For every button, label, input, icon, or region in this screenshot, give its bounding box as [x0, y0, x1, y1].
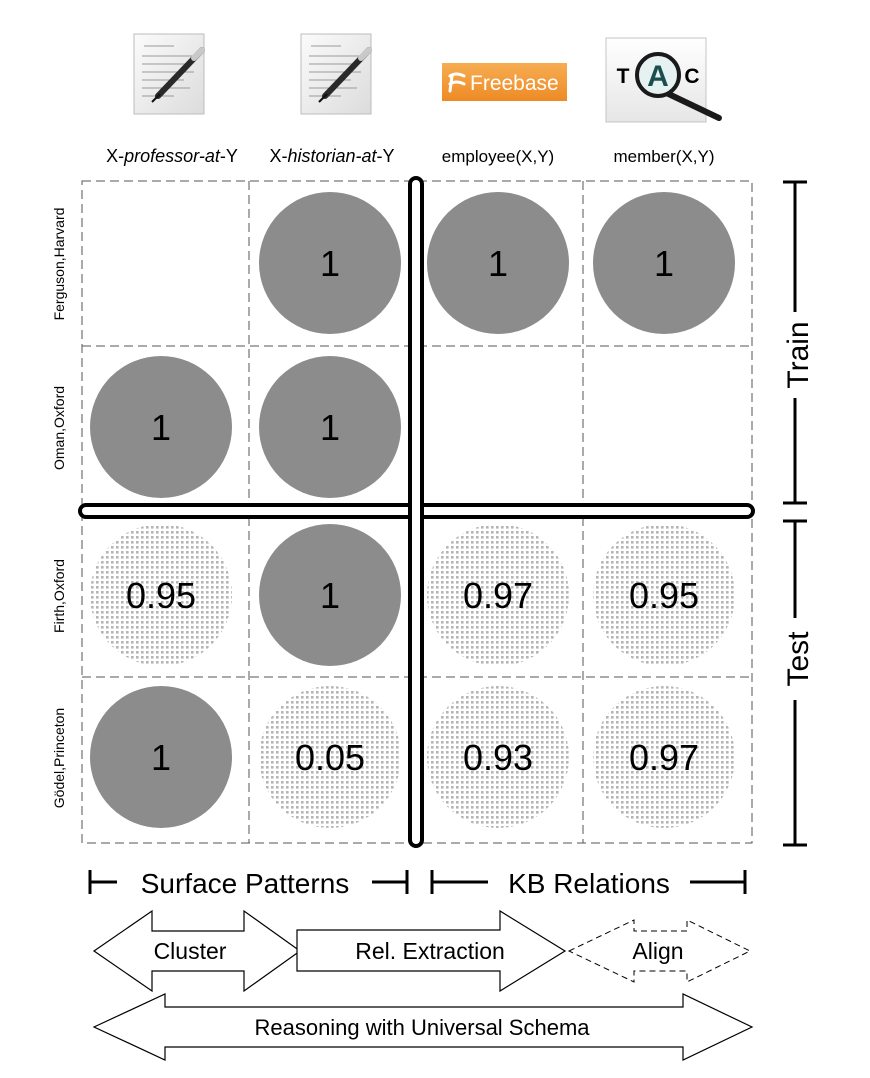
row-label-oman-oxford: Oman,Oxford — [51, 386, 67, 470]
cell-value: 1 — [320, 407, 340, 448]
matrix-cell-r2-c1: 1 — [90, 356, 232, 498]
observed-fact-circle — [593, 192, 735, 334]
test-label: Test — [782, 631, 815, 687]
column-label-member: member(X,Y) — [613, 147, 714, 166]
column-label-employee: employee(X,Y) — [442, 147, 554, 166]
row-label-godel-princeton: Gödel,Princeton — [51, 708, 67, 808]
align-arrow — [567, 919, 752, 983]
align-label: Align — [632, 938, 683, 964]
row-label-ferguson-harvard: Ferguson,Harvard — [51, 208, 67, 321]
row-label-firth-oxford: Firth,Oxford — [51, 559, 67, 633]
observed-fact-circle — [427, 192, 569, 334]
matrix-cell-r2-c2: 1 — [259, 356, 401, 498]
document-pen-icon — [300, 33, 372, 115]
tac-letter-a: A — [647, 60, 669, 93]
observed-fact-circle — [259, 524, 401, 666]
column-label-historian-at: X-historian-at-Y — [269, 146, 394, 166]
surface-patterns-bracket — [88, 870, 409, 894]
predicted-fact-circle — [427, 524, 569, 666]
matrix-cell-r4-c1: 1 — [90, 686, 232, 828]
matrix-cell-r1-c4: 1 — [593, 192, 735, 334]
freebase-logo-icon: Freebase — [442, 63, 567, 101]
train-bracket — [783, 180, 807, 505]
tac-magnifier-icon: T A C — [605, 37, 722, 123]
observed-fact-circle — [259, 356, 401, 498]
surface-kb-separator — [408, 176, 424, 848]
observed-fact-circle — [259, 192, 401, 334]
cell-value: 0.95 — [126, 575, 196, 616]
matrix-cell-r4-c4: 0.97 — [593, 686, 735, 828]
freebase-logo-text: Freebase — [470, 72, 559, 95]
tac-letter-t: T — [617, 65, 630, 88]
cell-value: 1 — [488, 243, 508, 284]
observed-fact-circle — [90, 356, 232, 498]
matrix-cells: 1 1 1 1 1 0.95 1 0.97 0.95 1 0.05 0.93 0.97 — [90, 192, 735, 828]
observed-fact-circle — [90, 686, 232, 828]
column-label-professor-at: X-professor-at-Y — [106, 146, 238, 166]
matrix-cell-r3-c3: 0.97 — [427, 524, 569, 666]
kb-relations-bracket — [430, 870, 747, 894]
reasoning-arrow — [92, 993, 754, 1061]
matrix-cell-r3-c4: 0.95 — [593, 524, 735, 666]
cell-value: 1 — [151, 407, 171, 448]
predicted-fact-circle — [259, 686, 401, 828]
rel-extraction-arrow — [296, 909, 567, 993]
cell-value: 0.97 — [463, 575, 533, 616]
cell-value: 0.95 — [629, 575, 699, 616]
matrix-cell-r1-c3: 1 — [427, 192, 569, 334]
predicted-fact-circle — [427, 686, 569, 828]
kb-relations-label: KB Relations — [508, 868, 670, 899]
matrix-cell-r3-c2: 1 — [259, 524, 401, 666]
document-pen-icon — [133, 33, 205, 115]
rel-extraction-label: Rel. Extraction — [355, 938, 505, 964]
tac-letter-c: C — [684, 65, 699, 88]
matrix-cell-r1-c2: 1 — [259, 192, 401, 334]
test-bracket — [783, 519, 807, 847]
matrix-cell-r3-c1: 0.95 — [90, 524, 232, 666]
cell-value: 0.05 — [295, 737, 365, 778]
surface-patterns-label: Surface Patterns — [141, 868, 350, 899]
cell-value: 1 — [320, 575, 340, 616]
predicted-fact-circle — [90, 524, 232, 666]
cluster-label: Cluster — [154, 938, 227, 964]
matrix-cell-r4-c3: 0.93 — [427, 686, 569, 828]
cell-value: 1 — [654, 243, 674, 284]
train-label: Train — [782, 321, 815, 388]
column-icon-document-1 — [133, 33, 205, 115]
cell-value: 0.97 — [629, 737, 699, 778]
column-icon-document-2 — [300, 33, 372, 115]
predicted-fact-circle — [593, 686, 735, 828]
predicted-fact-circle — [593, 524, 735, 666]
matrix-cell-r4-c2: 0.05 — [259, 686, 401, 828]
cell-value: 1 — [320, 243, 340, 284]
cell-value: 1 — [151, 737, 171, 778]
cell-value: 0.93 — [463, 737, 533, 778]
reasoning-label: Reasoning with Universal Schema — [254, 1015, 590, 1040]
